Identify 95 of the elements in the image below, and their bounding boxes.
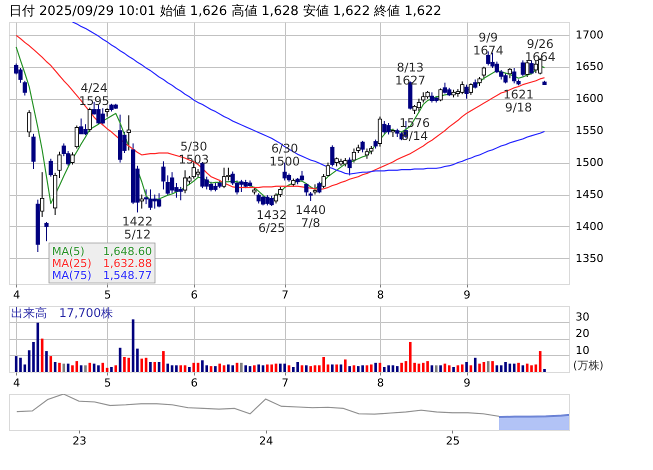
annotation: 9/9 1674 — [472, 30, 504, 58]
candlestick — [317, 181, 322, 194]
x-tick-label: 6 — [190, 288, 198, 302]
candlestick — [100, 108, 105, 126]
y-tick-label: 1450 — [576, 188, 604, 202]
x-tick-label: 6 — [190, 376, 198, 390]
y-tick-label: 1500 — [576, 156, 604, 170]
candlestick — [348, 156, 352, 176]
candlestick — [416, 98, 422, 112]
annotation: 1,648.60 — [103, 245, 152, 258]
candlestick — [170, 172, 174, 194]
candlestick — [352, 148, 356, 164]
x-tick-label: 8 — [376, 376, 384, 390]
candlestick — [529, 60, 534, 75]
candlestick — [83, 124, 88, 136]
candlestick — [326, 162, 330, 178]
y-tick-label: 1400 — [576, 220, 604, 233]
candlestick — [512, 68, 516, 84]
annotation: 1422 5/12 — [122, 214, 153, 242]
candlestick — [208, 181, 214, 192]
chart-title: 出来高 17,700株 — [11, 306, 113, 320]
candlestick — [44, 222, 49, 242]
text: MA(75) — [52, 269, 92, 282]
candlestick — [18, 68, 23, 84]
candlestick — [312, 184, 318, 196]
candlestick — [144, 188, 148, 205]
candlestick — [256, 192, 261, 204]
x-tick-label: 5 — [104, 376, 112, 390]
candlestick — [482, 66, 486, 80]
x-tick-label: 7 — [282, 376, 289, 390]
y-axis-title: (万株) — [573, 359, 604, 372]
candlestick — [79, 118, 84, 134]
x-tick-label: 9 — [464, 376, 471, 390]
candlestick — [322, 174, 326, 189]
candlestick — [22, 80, 27, 96]
candlestick — [503, 72, 508, 84]
candlestick — [88, 107, 92, 132]
text: MA(25) — [52, 257, 92, 270]
annotation: 1,632.88 — [103, 257, 152, 270]
x-tick-label: 8 — [376, 288, 384, 302]
candlestick — [40, 172, 44, 218]
candlestick — [274, 192, 278, 204]
candlestick — [156, 192, 162, 208]
candlestick — [525, 60, 530, 78]
chart-title: 日付 2025/09/29 10:01 始値 1,626 高値 1,628 安値 1,622 終値 1,622 — [9, 3, 442, 19]
candlestick — [27, 110, 32, 138]
candlestick — [508, 68, 512, 79]
candlestick — [468, 82, 473, 96]
annotation: 9/26 1664 — [524, 36, 556, 64]
annotation: 1621 9/18 — [503, 87, 534, 114]
candlestick — [57, 151, 62, 178]
x-tick-label: 5 — [104, 288, 112, 302]
candlestick — [442, 82, 448, 94]
y-tick-label: 1550 — [576, 124, 604, 138]
x-tick-label: 24 — [259, 434, 274, 448]
y-tick-label: 1600 — [576, 92, 604, 106]
candlestick — [96, 104, 101, 125]
candlestick — [126, 114, 131, 151]
candlestick — [364, 148, 370, 160]
x-tick-label: 7 — [282, 288, 289, 302]
x-tick-label: 4 — [13, 376, 20, 390]
y-tick-label: 20 — [576, 327, 590, 340]
y-tick-label: 1650 — [576, 60, 604, 74]
candlestick — [460, 80, 464, 95]
candlestick — [330, 144, 334, 167]
x-tick-label: 4 — [13, 288, 20, 302]
y-tick-label: 1700 — [576, 28, 604, 42]
x-tick-label: 23 — [72, 434, 86, 448]
candlestick — [48, 158, 53, 178]
annotation: 8/13 1627 — [394, 60, 426, 88]
candlestick — [74, 125, 79, 150]
candlestick — [430, 92, 434, 104]
candlestick — [222, 167, 226, 189]
candlestick — [260, 194, 266, 206]
y-tick-label: 10 — [576, 344, 590, 357]
annotation: 1440 7/8 — [295, 202, 326, 230]
candlestick — [182, 170, 188, 194]
candlestick — [70, 152, 75, 165]
y-tick-label: 1350 — [576, 252, 604, 265]
annotation: 1432 6/25 — [256, 208, 287, 236]
candlestick — [300, 170, 304, 182]
x-tick-label: 9 — [464, 288, 471, 302]
candlestick — [140, 194, 144, 210]
candlestick — [464, 84, 469, 100]
candlestick — [520, 60, 525, 77]
annotation: 1,548.77 — [103, 269, 152, 282]
candlestick — [360, 140, 365, 153]
y-tick-label: 30 — [576, 310, 590, 324]
candlestick — [148, 188, 153, 210]
candlestick — [152, 194, 157, 210]
x-tick-label: 25 — [446, 434, 460, 448]
text: MA(5) — [52, 245, 85, 258]
candlestick — [382, 120, 386, 134]
candlestick — [438, 88, 443, 102]
candlestick — [178, 186, 183, 201]
